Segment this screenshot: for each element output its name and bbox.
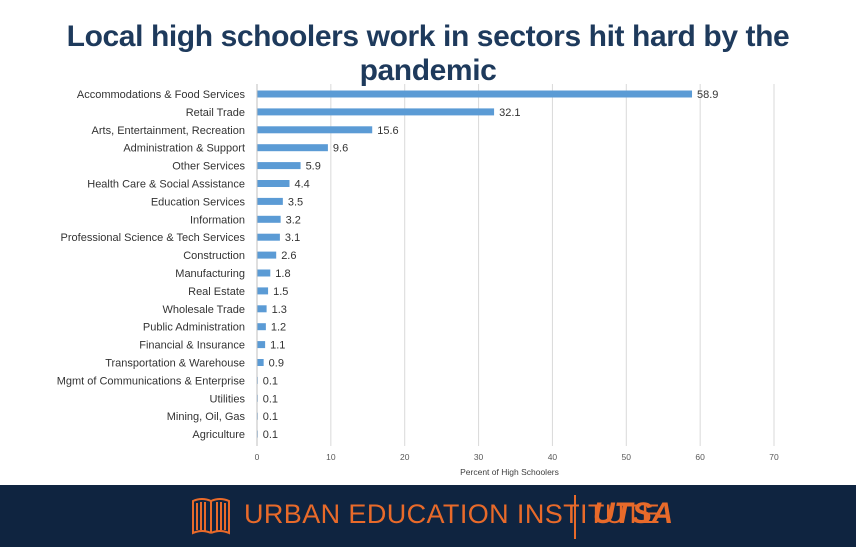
- bar: [257, 108, 495, 116]
- data-label: 4.4: [294, 179, 309, 191]
- data-label: 0.1: [263, 411, 278, 423]
- category-label: Information: [190, 214, 245, 226]
- bar: [257, 359, 264, 366]
- bar: [257, 144, 328, 152]
- category-label: Mining, Oil, Gas: [167, 411, 246, 423]
- x-axis-label: Percent of High Schoolers: [460, 467, 559, 477]
- data-label: 1.2: [271, 322, 286, 334]
- data-label: 5.9: [306, 161, 321, 173]
- footer-banner: URBAN EDUCATION INSTITUTE UTSA: [0, 485, 856, 547]
- data-label: 0.1: [263, 375, 278, 387]
- x-tick-label: 50: [622, 452, 632, 462]
- category-label: Wholesale Trade: [162, 304, 245, 316]
- category-label: Agriculture: [192, 429, 245, 441]
- category-label: Arts, Entertainment, Recreation: [92, 125, 245, 137]
- x-tick-label: 40: [548, 452, 558, 462]
- bar: [257, 251, 277, 259]
- x-tick-label: 70: [769, 452, 779, 462]
- data-label: 32.1: [499, 107, 520, 119]
- data-label: 1.5: [273, 286, 288, 298]
- category-label: Mgmt of Communications & Enterprise: [57, 375, 245, 387]
- bar: [257, 269, 271, 277]
- x-tick-label: 60: [695, 452, 705, 462]
- category-label: Health Care & Social Assistance: [87, 179, 245, 191]
- x-tick-label: 30: [474, 452, 484, 462]
- data-label: 0.1: [263, 429, 278, 441]
- data-label: 1.3: [272, 304, 287, 316]
- category-label: Other Services: [172, 161, 245, 173]
- book-logo-icon: [192, 498, 230, 535]
- bar: [257, 287, 269, 295]
- data-label: 3.2: [286, 214, 301, 226]
- data-label: 9.6: [333, 143, 348, 155]
- bar: [257, 323, 266, 331]
- data-label: 0.9: [269, 358, 284, 370]
- footer-divider: [574, 495, 576, 539]
- category-label: Transportation & Warehouse: [105, 358, 245, 370]
- bar: [257, 341, 266, 349]
- category-label: Financial & Insurance: [139, 340, 245, 352]
- x-tick-label: 20: [400, 452, 410, 462]
- data-label: 0.1: [263, 393, 278, 405]
- category-label: Manufacturing: [175, 268, 245, 280]
- bar-chart: 0 10 20 30 40 50 60 70 Percent of High Schoolers…: [57, 84, 779, 477]
- data-label: 2.6: [281, 250, 296, 262]
- category-label: Construction: [183, 250, 245, 262]
- category-label: Professional Science & Tech Services: [61, 232, 246, 244]
- university-logo-text: UTSA: [593, 497, 673, 530]
- data-label: 1.1: [270, 340, 285, 352]
- category-label: Accommodations & Food Services: [77, 89, 246, 101]
- bar: [257, 233, 280, 241]
- institute-name: URBAN EDUCATION INSTITUTE: [244, 499, 661, 529]
- bar: [257, 180, 290, 187]
- category-label: Public Administration: [143, 322, 245, 334]
- bar: [257, 90, 693, 98]
- chart-title: Local high schoolers work in sectors hit…: [66, 20, 790, 87]
- bar: [257, 305, 267, 313]
- category-label: Retail Trade: [186, 107, 245, 119]
- bar: [257, 215, 281, 223]
- category-label: Education Services: [151, 196, 246, 208]
- category-label: Utilities: [210, 393, 246, 405]
- data-label: 3.1: [285, 232, 300, 244]
- category-label: Administration & Support: [123, 143, 245, 155]
- x-tick-label: 0: [255, 452, 260, 462]
- data-label: 1.8: [275, 268, 290, 280]
- category-label: Real Estate: [188, 286, 245, 298]
- bar: [257, 197, 283, 205]
- bar: [257, 126, 373, 134]
- data-label: 58.9: [697, 89, 718, 101]
- x-tick-label: 10: [326, 452, 336, 462]
- data-label: 3.5: [288, 196, 303, 208]
- bar: [257, 162, 301, 170]
- data-label: 15.6: [377, 125, 398, 137]
